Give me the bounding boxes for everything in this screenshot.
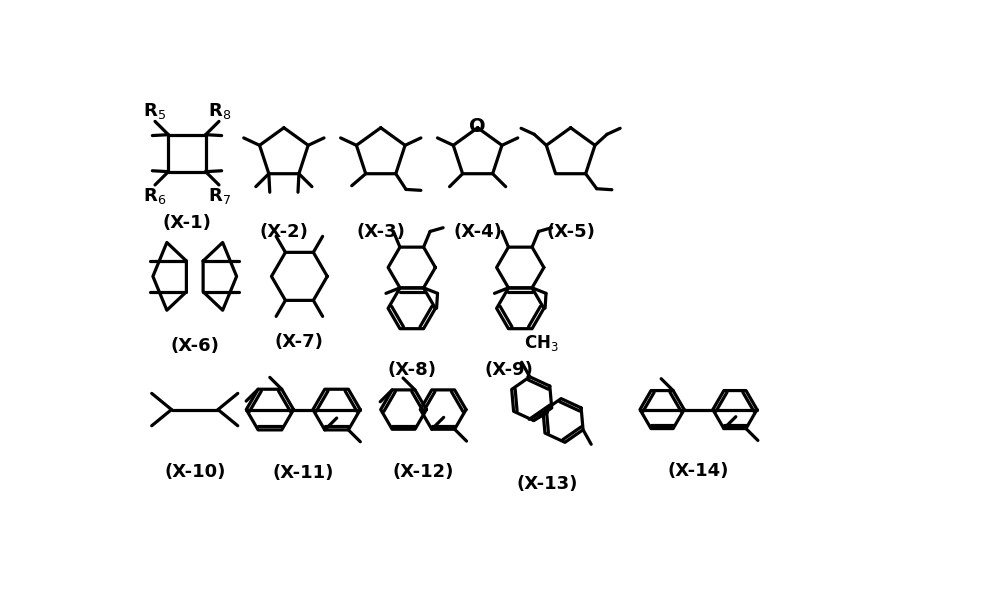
Text: (X-9): (X-9)	[484, 361, 533, 379]
Text: (X-5): (X-5)	[546, 224, 595, 241]
Text: (X-3): (X-3)	[356, 224, 405, 241]
Text: (X-4): (X-4)	[453, 224, 502, 241]
Text: R$_5$: R$_5$	[143, 100, 166, 121]
Text: R$_6$: R$_6$	[143, 186, 166, 206]
Text: (X-11): (X-11)	[273, 464, 334, 482]
Text: R$_7$: R$_7$	[208, 186, 231, 206]
Text: R$_8$: R$_8$	[208, 100, 231, 121]
Text: (X-12): (X-12)	[393, 463, 454, 481]
Text: (X-10): (X-10)	[164, 463, 225, 482]
Text: CH$_3$: CH$_3$	[524, 333, 559, 353]
Text: (X-14): (X-14)	[668, 462, 729, 481]
Text: (X-2): (X-2)	[259, 224, 308, 241]
Text: O: O	[469, 118, 486, 136]
Text: (X-7): (X-7)	[275, 333, 324, 351]
Text: (X-1): (X-1)	[163, 214, 211, 232]
Text: (X-6): (X-6)	[170, 337, 219, 355]
Text: (X-13): (X-13)	[517, 475, 578, 493]
Text: (X-8): (X-8)	[387, 361, 436, 379]
